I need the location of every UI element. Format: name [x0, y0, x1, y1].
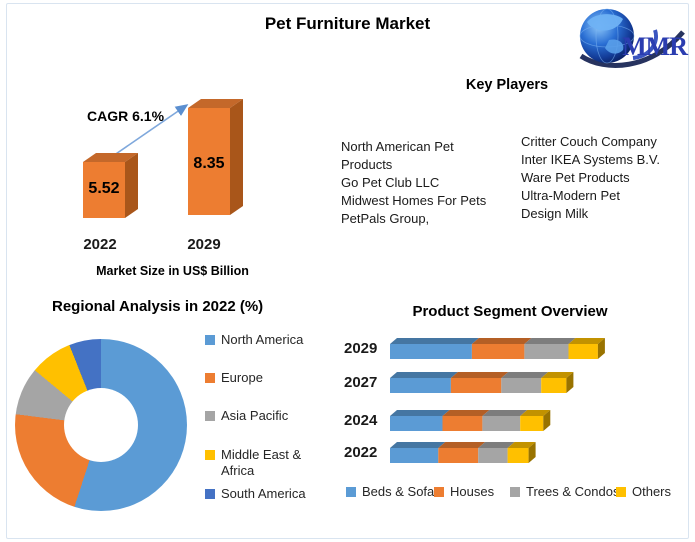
legend-swatch	[205, 489, 215, 499]
growth-arrow-icon	[109, 104, 189, 159]
legend-item-beds-sofas: Beds & Sofas	[346, 484, 441, 499]
legend-label: South America	[221, 486, 306, 501]
key-players-title: Key Players	[465, 77, 549, 93]
stacked-bar-row-2024: 2024	[344, 408, 620, 432]
legend-swatch	[346, 486, 356, 497]
legend-label: Beds & Sofas	[362, 484, 441, 499]
legend-item-north-america: North America	[205, 332, 325, 348]
globe-icon	[579, 8, 685, 68]
legend-label: Asia Pacific	[221, 408, 289, 423]
key-player: PetPals Group,	[341, 211, 430, 226]
legend-label: North America	[221, 332, 304, 347]
legend-item-houses: Houses	[434, 484, 494, 499]
stacked-bar-row-2029: 2029	[344, 336, 620, 360]
key-player: Ultra-Modern Pet	[521, 188, 620, 203]
legend-swatch	[434, 486, 444, 497]
legend-swatch	[205, 335, 215, 345]
page-title: Pet Furniture Market	[264, 14, 431, 33]
page-border	[6, 3, 689, 539]
legend-swatch	[616, 486, 626, 497]
legend-item-trees-condos: Trees & Condos	[510, 484, 619, 499]
cagr-annotation: CAGR 6.1%	[87, 108, 165, 124]
bar-2029	[188, 108, 230, 215]
axis-label-2022: 2022	[344, 443, 378, 461]
stacked-bar-2029	[390, 336, 620, 360]
stacked-bar-2027	[390, 370, 620, 394]
stacked-bar-row-2027: 2027	[344, 370, 620, 394]
key-player: Critter Couch Company	[521, 134, 657, 149]
axis-label-2022: 2022	[83, 236, 117, 253]
key-player: Midwest Homes For Pets	[341, 193, 487, 208]
legend-label: Houses	[450, 484, 495, 499]
key-player: Go Pet Club LLC	[341, 175, 440, 190]
legend-item-europe: Europe	[205, 370, 325, 386]
bar-2029-side-face	[230, 98, 243, 215]
bar-2022-value: 5.52	[88, 180, 120, 197]
stacked-bar-row-2022: 2022	[344, 440, 620, 464]
bar-2022-side-face	[125, 152, 138, 218]
bar-2022	[83, 162, 125, 218]
donut-hole	[64, 388, 138, 462]
stacked-bar-2024	[390, 408, 620, 432]
key-player: North American Pet Products	[341, 139, 454, 172]
legend-swatch	[205, 373, 215, 383]
key-players-column-2: Critter Couch Company Inter IKEA Systems…	[521, 133, 673, 223]
key-players-column-1: North American Pet Products Go Pet Club …	[341, 138, 501, 228]
legend-item-south-america: South America	[205, 486, 325, 502]
axis-label-2024: 2024	[344, 411, 378, 429]
growth-chart-caption: Market Size in US$ Billion	[96, 264, 249, 278]
legend-item-others: Others	[616, 484, 671, 499]
key-player: Inter IKEA Systems B.V.	[521, 152, 660, 167]
axis-label-2029: 2029	[344, 339, 378, 357]
legend-label: Others	[632, 484, 672, 499]
axis-label-2027: 2027	[344, 373, 378, 391]
legend-label: Middle East & Africa	[221, 447, 302, 478]
legend-item-middle-east-africa: Middle East & Africa	[205, 447, 325, 479]
legend-label: Trees & Condos	[526, 484, 620, 499]
stacked-bar-2022	[390, 440, 620, 464]
key-player: Ware Pet Products	[521, 170, 630, 185]
key-player: Design Milk	[521, 206, 589, 221]
legend-label: Europe	[221, 370, 263, 385]
bar-2029-value: 8.35	[193, 155, 225, 172]
legend-swatch	[205, 411, 215, 421]
legend-swatch	[205, 450, 215, 460]
logo-text: MMR	[622, 32, 688, 61]
legend-swatch	[510, 486, 520, 497]
axis-label-2029: 2029	[187, 236, 221, 253]
company-logo: MMR	[575, 6, 691, 68]
legend-item-asia-pacific: Asia Pacific	[205, 408, 325, 424]
segment-chart-title: Product Segment Overview	[412, 303, 608, 320]
regional-chart-title: Regional Analysis in 2022 (%)	[52, 298, 264, 315]
